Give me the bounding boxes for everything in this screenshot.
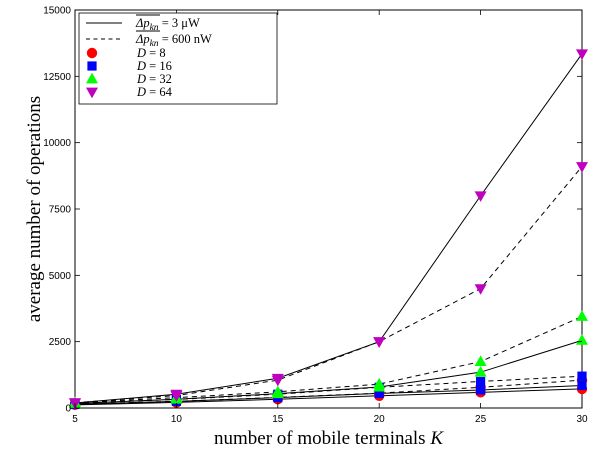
- axis-ticks: 5 10 15 20 25 30 0 2500 5000 7500 10000 12500 15000: [43, 6, 588, 426]
- data-point-d16: [577, 371, 587, 381]
- y-tick-label: 15000: [43, 6, 71, 17]
- y-tick-label: 10000: [43, 138, 71, 149]
- x-tick-label: 5: [72, 414, 78, 425]
- legend-item-solid-label: Δpkn = 3 μW: [135, 16, 200, 33]
- series-line-dashed-d64: [74, 166, 583, 404]
- y-tick-label: 7500: [49, 205, 72, 216]
- data-point-d16: [476, 376, 486, 387]
- x-tick-label: 10: [171, 414, 183, 425]
- data-point-d32: [576, 334, 588, 345]
- legend-label-d16: D = 16: [136, 59, 172, 73]
- data-point-d32: [373, 377, 386, 389]
- data-point-d64: [271, 375, 284, 387]
- y-tick-label: 12500: [43, 72, 71, 83]
- legend-label-d8: D = 8: [136, 46, 166, 60]
- x-tick-label: 15: [272, 414, 284, 425]
- legend-item-dashed-label: Δpkn = 600 nW: [135, 32, 212, 49]
- series-line-solid-d8: [74, 388, 583, 406]
- data-point-d64: [474, 191, 487, 202]
- y-tick-label: 0: [65, 404, 71, 415]
- data-point-d32: [576, 310, 588, 321]
- data-point-d64: [474, 284, 487, 295]
- legend-label-d32: D = 32: [136, 72, 172, 86]
- legend-marker-d16: [87, 61, 97, 71]
- data-point-d64: [576, 49, 588, 60]
- legend-marker-d32: [86, 72, 98, 84]
- data-point-d64: [170, 391, 183, 402]
- data-point-d32: [271, 385, 284, 397]
- series-line-dashed-d32: [74, 316, 583, 404]
- y-axis-label: average number of operations: [24, 96, 45, 322]
- data-point-d16: [476, 385, 486, 395]
- data-point-d64: [576, 162, 588, 173]
- series-line-solid-d16: [74, 384, 583, 405]
- legend-marker-d8: [86, 47, 98, 59]
- y-tick-label: 2500: [49, 337, 72, 348]
- data-point-d16: [577, 380, 587, 391]
- series-line-solid-d32: [74, 339, 583, 404]
- axis-labels: number of mobile terminals K average numb…: [24, 96, 444, 449]
- x-tick-label: 30: [576, 414, 588, 425]
- data-point-d64: [373, 337, 386, 348]
- legend-label-d64: D = 64: [136, 85, 173, 99]
- x-tick-label: 25: [475, 414, 487, 425]
- data-point-d16: [374, 388, 384, 399]
- legend-marker-d64: [86, 87, 98, 99]
- y-tick-label: 5000: [49, 271, 72, 282]
- legend-box: [78, 12, 278, 105]
- data-point-d32: [474, 355, 487, 366]
- data-point-d32: [474, 365, 487, 377]
- x-axis-label: number of mobile terminals K: [214, 428, 444, 449]
- series-line-solid-d64: [74, 53, 583, 404]
- x-tick-label: 20: [374, 414, 386, 425]
